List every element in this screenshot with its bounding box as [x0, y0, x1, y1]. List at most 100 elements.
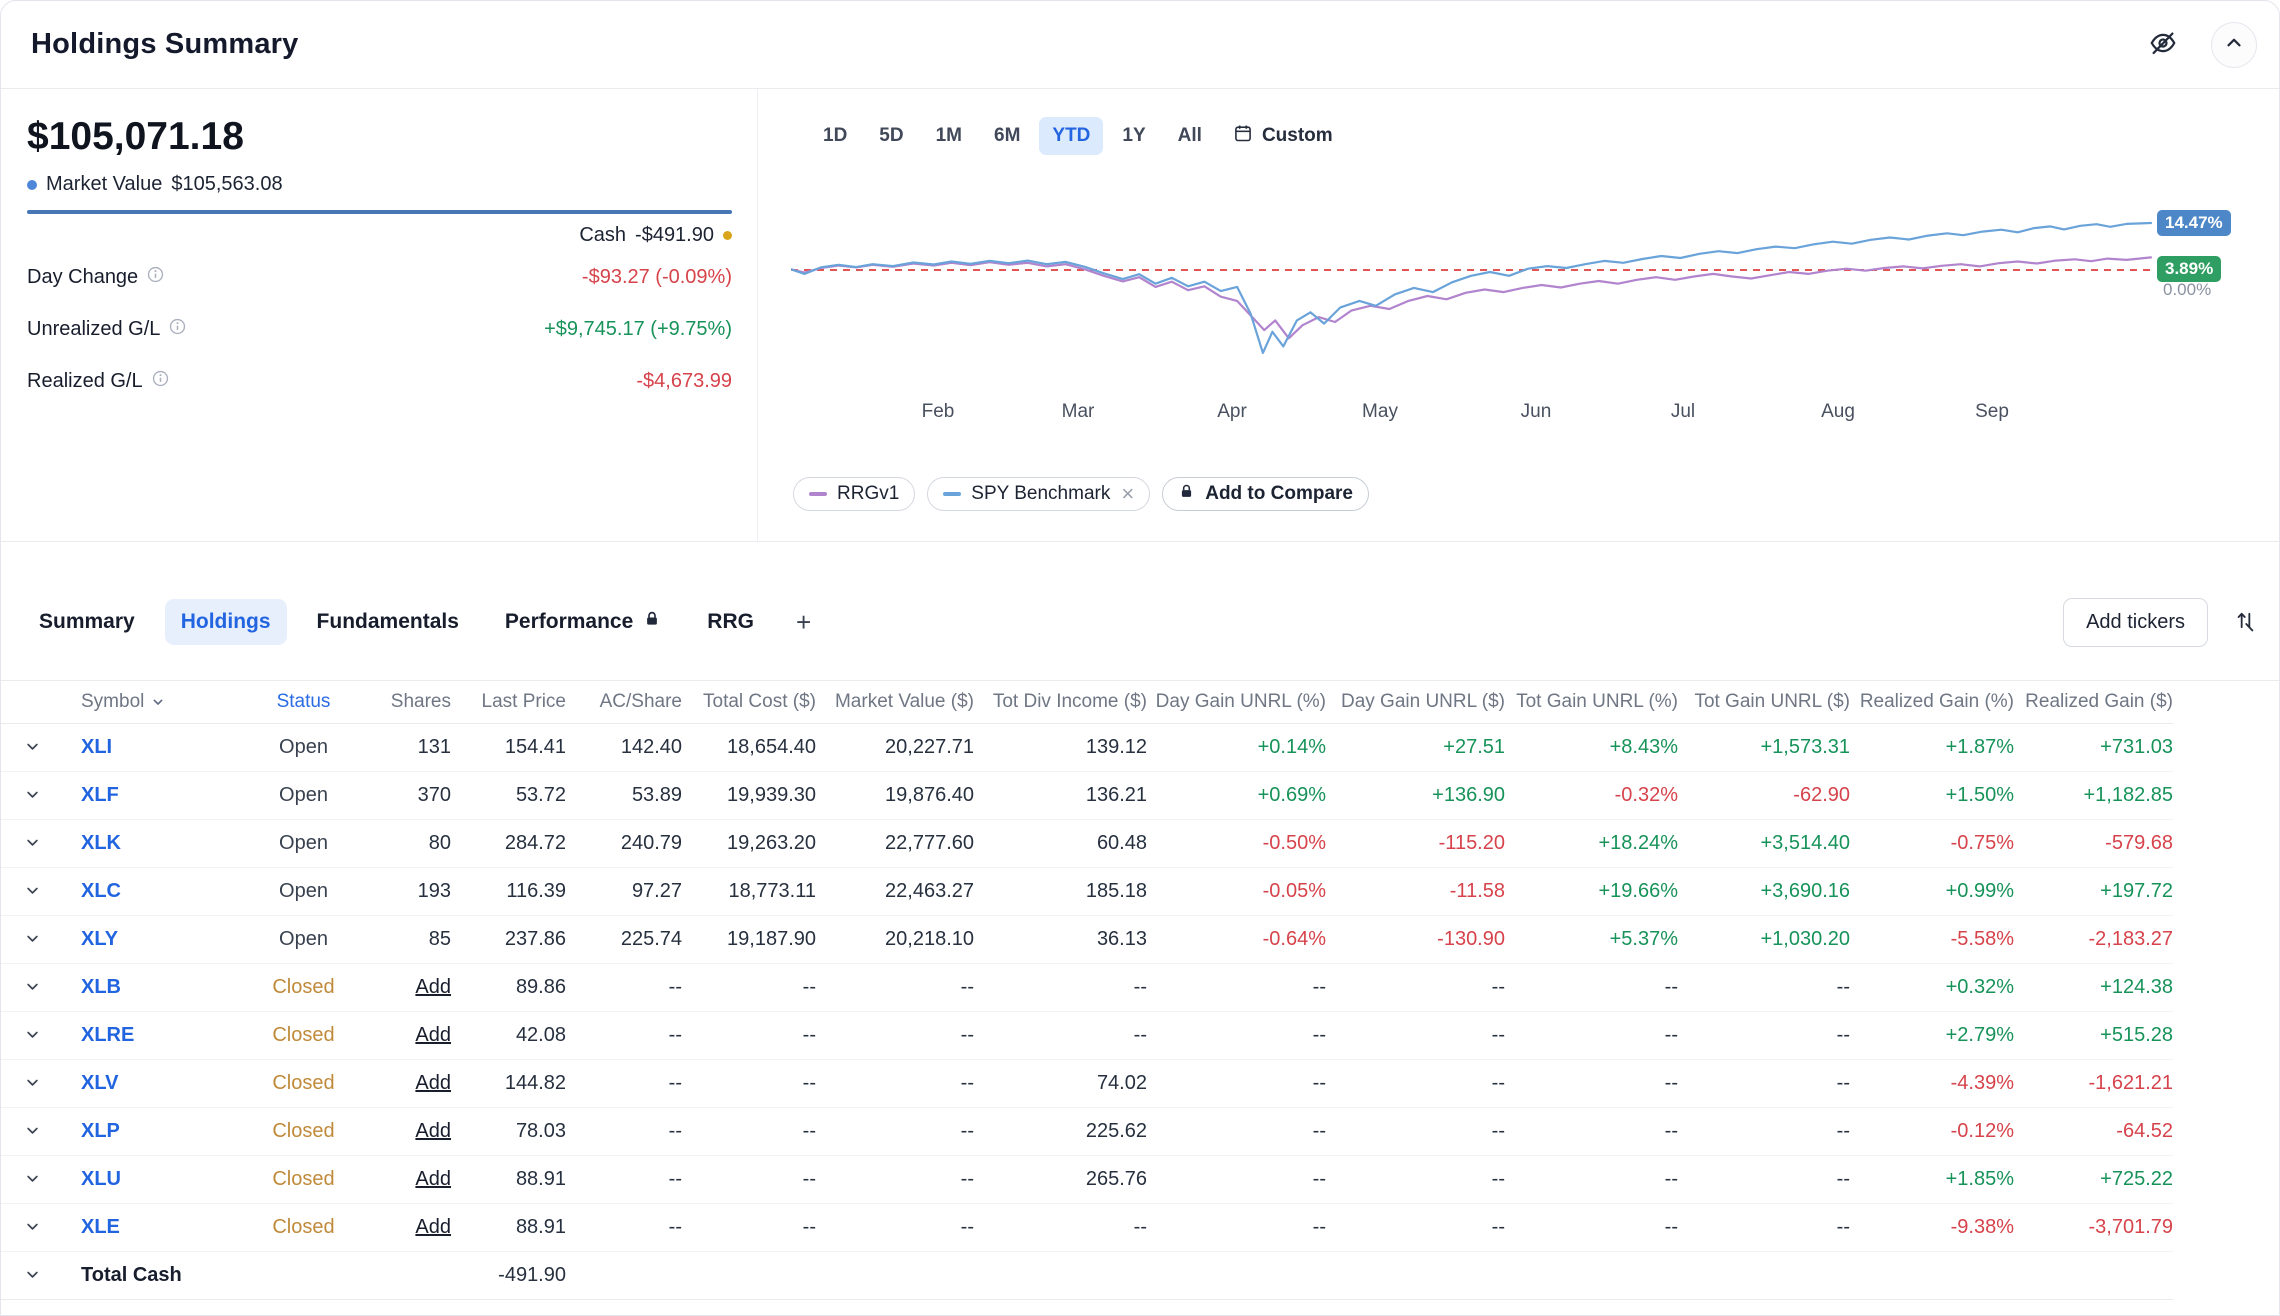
symbol-link[interactable]: XLU	[81, 1168, 121, 1190]
symbol-link[interactable]: XLV	[81, 1072, 119, 1094]
range-all[interactable]: All	[1165, 117, 1215, 155]
expand-row-button[interactable]	[19, 781, 46, 808]
symbol-link[interactable]: XLK	[81, 832, 121, 854]
add-shares-link[interactable]: Add	[415, 1216, 451, 1238]
cell-tot_div_income: 136.21	[974, 771, 1147, 820]
tab-fundamentals[interactable]: Fundamentals	[301, 599, 475, 645]
symbol-link[interactable]: XLC	[81, 880, 121, 902]
expand-row-button[interactable]	[19, 1165, 46, 1192]
column-header-last_price[interactable]: Last Price	[451, 681, 566, 724]
expand-row-button[interactable]	[19, 1069, 46, 1096]
summary-metric-row: Unrealized G/L +$9,745.17 (+9.75%)	[27, 317, 732, 342]
column-header-symbol[interactable]: Symbol	[63, 681, 231, 724]
metric-value: -$93.27 (-0.09%)	[581, 266, 732, 288]
column-header-realized_gain_usd[interactable]: Realized Gain ($)	[2014, 681, 2173, 724]
summary-metric-row: Day Change -$93.27 (-0.09%)	[27, 265, 732, 290]
expand-row-button[interactable]	[19, 1117, 46, 1144]
symbol-link[interactable]: XLB	[81, 976, 121, 998]
add-tab-button[interactable]: +	[784, 601, 823, 644]
cell-realized_gain_pct: -0.75%	[1850, 819, 2014, 868]
range-1y[interactable]: 1Y	[1109, 117, 1158, 155]
range-ytd[interactable]: YTD	[1039, 117, 1104, 155]
column-header-ac_share[interactable]: AC/Share	[566, 681, 682, 724]
cell-market_value: 19,876.40	[816, 771, 974, 820]
range-6m[interactable]: 6M	[981, 117, 1033, 155]
range-1d[interactable]: 1D	[810, 117, 860, 155]
symbol-link[interactable]: XLI	[81, 736, 113, 758]
column-header-day_gain_usd[interactable]: Day Gain UNRL ($)	[1326, 681, 1505, 724]
hide-values-button[interactable]	[2141, 23, 2185, 67]
range-1m[interactable]: 1M	[923, 117, 975, 155]
range-5d[interactable]: 5D	[866, 117, 916, 155]
table-body: XLI Open 131 154.41 142.40 18,654.40 20,227.71…	[1, 723, 2173, 1300]
portfolio-value-panel: $105,071.18 Market Value $105,563.08 Cas…	[1, 89, 758, 541]
expand-row-button[interactable]	[19, 973, 46, 1000]
cell-tot_gain_usd: +1,573.31	[1678, 723, 1850, 772]
series-color-swatch	[809, 492, 827, 496]
add-tickers-button[interactable]: Add tickers	[2063, 597, 2208, 647]
symbol-link[interactable]: XLF	[81, 784, 119, 806]
cell-day_gain_pct: --	[1147, 1107, 1326, 1156]
info-icon[interactable]	[152, 370, 169, 393]
add-shares-link[interactable]: Add	[415, 1072, 451, 1094]
info-icon[interactable]	[147, 266, 164, 289]
collapse-panel-button[interactable]	[2211, 21, 2257, 68]
performance-chart[interactable]	[791, 191, 2171, 401]
series-line-rrgv1	[791, 256, 2153, 340]
cell-day_gain_pct: --	[1147, 1011, 1326, 1060]
cell-tot_gain_pct: --	[1505, 1059, 1678, 1108]
expand-row-button[interactable]	[19, 829, 46, 856]
cell-status: Closed	[231, 1107, 376, 1156]
column-header-realized_gain_pct[interactable]: Realized Gain (%)	[1850, 681, 2014, 724]
cell-day_gain_usd: -130.90	[1326, 915, 1505, 964]
tab-rrg[interactable]: RRG	[691, 599, 770, 645]
close-icon[interactable]: ×	[1121, 481, 1135, 506]
symbol-link[interactable]: XLE	[81, 1216, 120, 1238]
expand-row-button[interactable]	[19, 877, 46, 904]
column-header-total_cost[interactable]: Total Cost ($)	[682, 681, 816, 724]
total-cash-value: -491.90	[451, 1251, 566, 1300]
tab-performance[interactable]: Performance	[489, 599, 677, 645]
chevron-down-icon[interactable]	[150, 691, 166, 713]
expander-cell	[1, 1011, 63, 1060]
cell-last_price: 154.41	[451, 723, 566, 772]
column-header-market_value[interactable]: Market Value ($)	[816, 681, 974, 724]
cell-last_price: 284.72	[451, 819, 566, 868]
column-header-tot_gain_pct[interactable]: Tot Gain UNRL (%)	[1505, 681, 1678, 724]
legend-chip-spy-benchmark[interactable]: SPY Benchmark ×	[927, 477, 1151, 511]
symbol-link[interactable]: XLRE	[81, 1024, 135, 1046]
column-header-tot_gain_usd[interactable]: Tot Gain UNRL ($)	[1678, 681, 1850, 724]
custom-range-button[interactable]: Custom	[1223, 115, 1343, 157]
cell-day_gain_usd: -115.20	[1326, 819, 1505, 868]
add-shares-link[interactable]: Add	[415, 1168, 451, 1190]
cell-total_cost: --	[682, 1107, 816, 1156]
cell-symbol: XLI	[63, 723, 231, 772]
legend-chip-rrgv1[interactable]: RRGv1	[793, 477, 916, 511]
symbol-link[interactable]: XLP	[81, 1120, 120, 1142]
add-to-compare-button[interactable]: Add to Compare	[1162, 477, 1369, 511]
add-shares-link[interactable]: Add	[415, 976, 451, 998]
tab-summary[interactable]: Summary	[23, 599, 151, 645]
table-row: XLY Open 85 237.86 225.74 19,187.90 20,218.10 3…	[1, 915, 2173, 964]
expand-row-button[interactable]	[19, 1213, 46, 1240]
add-shares-link[interactable]: Add	[415, 1120, 451, 1142]
cell-realized_gain_pct: +1.85%	[1850, 1155, 2014, 1204]
column-header-shares[interactable]: Shares	[376, 681, 451, 724]
expand-row-button[interactable]	[19, 1261, 46, 1288]
cell-total_cost: --	[682, 1203, 816, 1252]
expand-row-button[interactable]	[19, 1021, 46, 1048]
column-header-day_gain_pct[interactable]: Day Gain UNRL (%)	[1147, 681, 1326, 724]
add-shares-link[interactable]: Add	[415, 1024, 451, 1046]
column-header-status[interactable]: Status	[231, 681, 376, 724]
expand-row-button[interactable]	[19, 925, 46, 952]
tab-holdings[interactable]: Holdings	[164, 599, 287, 645]
cell-symbol: XLU	[63, 1155, 231, 1204]
legend-chip-label: RRGv1	[837, 483, 900, 504]
info-icon[interactable]	[169, 318, 186, 341]
market-value-dot	[27, 179, 37, 190]
sort-columns-button[interactable]	[2234, 609, 2257, 635]
symbol-link[interactable]: XLY	[81, 928, 119, 950]
cell-ac_share: --	[566, 1011, 682, 1060]
column-header-tot_div_income[interactable]: Tot Div Income ($)	[974, 681, 1147, 724]
expand-row-button[interactable]	[19, 733, 46, 760]
